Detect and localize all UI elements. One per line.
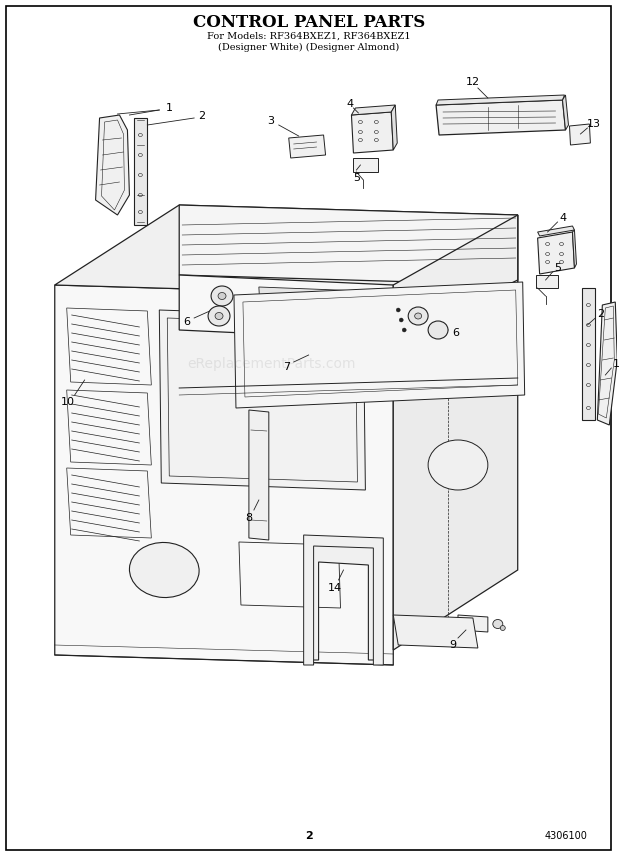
Polygon shape [391, 105, 397, 150]
Text: For Models: RF364BXEZ1, RF364BXEZ1: For Models: RF364BXEZ1, RF364BXEZ1 [207, 32, 410, 40]
Text: 3: 3 [267, 116, 274, 126]
Text: 7: 7 [283, 362, 290, 372]
Text: 13: 13 [587, 119, 600, 129]
Polygon shape [458, 615, 488, 632]
Polygon shape [393, 215, 518, 650]
Polygon shape [179, 275, 393, 340]
Text: 2: 2 [597, 309, 604, 319]
Polygon shape [159, 310, 365, 490]
Text: 4: 4 [559, 213, 566, 223]
Polygon shape [582, 288, 595, 420]
Ellipse shape [215, 312, 223, 319]
Ellipse shape [208, 306, 230, 326]
Ellipse shape [493, 620, 503, 628]
Polygon shape [393, 215, 518, 340]
Polygon shape [572, 230, 577, 268]
Ellipse shape [211, 286, 233, 306]
Polygon shape [304, 535, 383, 665]
Polygon shape [234, 282, 525, 408]
Text: 5: 5 [353, 173, 360, 183]
Polygon shape [393, 615, 478, 648]
Polygon shape [249, 410, 269, 540]
Polygon shape [55, 205, 518, 295]
Text: 10: 10 [61, 397, 74, 407]
Text: 14: 14 [327, 583, 342, 593]
Text: 4: 4 [347, 99, 354, 109]
Polygon shape [289, 135, 326, 158]
Polygon shape [95, 115, 130, 215]
Polygon shape [259, 287, 390, 328]
Polygon shape [436, 100, 565, 135]
Polygon shape [597, 302, 618, 425]
Polygon shape [353, 158, 378, 172]
Polygon shape [352, 112, 393, 153]
Ellipse shape [218, 293, 226, 300]
Polygon shape [538, 232, 575, 274]
Text: CONTROL PANEL PARTS: CONTROL PANEL PARTS [193, 14, 425, 31]
Polygon shape [536, 275, 557, 288]
Text: 2: 2 [305, 831, 312, 841]
Polygon shape [135, 118, 148, 225]
Polygon shape [309, 540, 378, 660]
Text: (Designer White) (Designer Almond): (Designer White) (Designer Almond) [218, 43, 399, 51]
Text: 6: 6 [453, 328, 459, 338]
Ellipse shape [415, 313, 422, 319]
Ellipse shape [500, 626, 505, 631]
Ellipse shape [130, 543, 199, 597]
Text: 1: 1 [166, 103, 173, 113]
Ellipse shape [399, 318, 403, 322]
Polygon shape [570, 124, 590, 145]
Polygon shape [179, 205, 518, 285]
Text: 5: 5 [554, 263, 561, 273]
Polygon shape [538, 226, 575, 236]
Text: 9: 9 [450, 640, 456, 650]
Text: 8: 8 [246, 513, 252, 523]
Polygon shape [352, 105, 396, 115]
Text: 6: 6 [184, 317, 191, 327]
Text: 2: 2 [198, 111, 206, 121]
Ellipse shape [402, 328, 406, 332]
Polygon shape [436, 95, 564, 105]
Polygon shape [55, 285, 393, 665]
Text: 1: 1 [613, 359, 620, 369]
Ellipse shape [396, 308, 401, 312]
Ellipse shape [428, 440, 488, 490]
Ellipse shape [428, 321, 448, 339]
Polygon shape [562, 95, 569, 130]
Text: eReplacementParts.com: eReplacementParts.com [187, 357, 356, 371]
Ellipse shape [408, 307, 428, 325]
Text: 4306100: 4306100 [544, 831, 587, 841]
Text: 12: 12 [466, 77, 480, 87]
